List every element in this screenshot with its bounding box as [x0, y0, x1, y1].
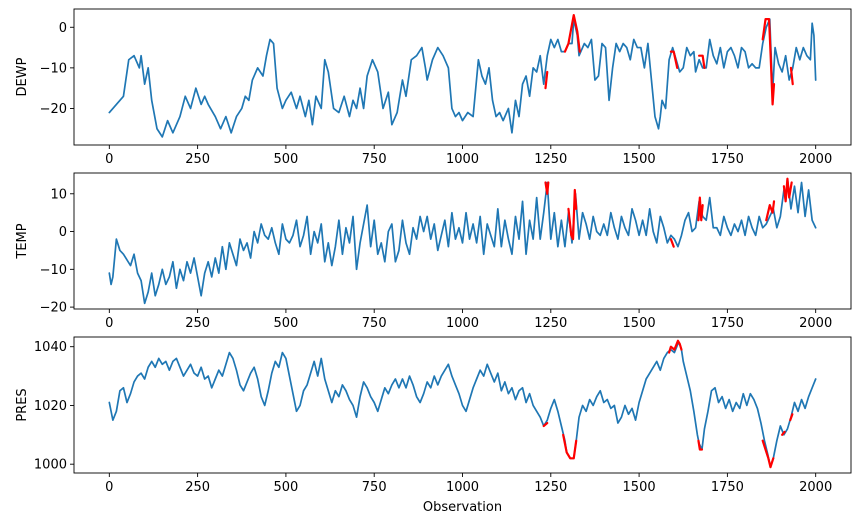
temp-x-tick-label: 1000	[446, 316, 479, 331]
dewp-x-tick-label: 1750	[711, 152, 744, 167]
temp-x-tick-label: 1750	[711, 316, 744, 331]
pres-x-tick-label: 1750	[711, 480, 744, 495]
dewp-y-axis-title: DEWP	[15, 57, 30, 96]
pres-x-tick-label: 0	[105, 480, 113, 495]
pres-y-tick-label: 1020	[34, 399, 67, 414]
temp-y-tick-label: −10	[40, 263, 67, 278]
pres-y-tick-label: 1000	[34, 458, 67, 473]
pres-anomaly-segment	[562, 433, 578, 460]
temp-anomaly-segment	[544, 181, 550, 195]
dewp-series-line	[108, 18, 817, 138]
dewp-x-tick-label: 500	[273, 152, 298, 167]
temp-x-tick-label: 0	[105, 316, 113, 331]
temp-y-axis-title: TEMP	[15, 223, 30, 259]
pres-anomaly-segment	[542, 421, 549, 428]
pres-anomaly-segment	[781, 430, 786, 436]
pres-panel: 0 250 500 750 1000 1250 1500 1750 2000 1000 1020 10…	[15, 336, 852, 515]
dewp-x-tick-label: 1000	[446, 152, 479, 167]
temp-x-tick-label: 250	[185, 316, 210, 331]
pres-x-tick-label: 750	[362, 480, 387, 495]
temp-anomaly-segment	[567, 188, 578, 241]
pres-x-axis-title: Observation	[423, 500, 502, 515]
dewp-anomaly-segment	[544, 70, 549, 90]
temp-x-tick-label: 500	[273, 316, 298, 331]
pres-x-tick-label: 2000	[799, 480, 832, 495]
dewp-y-tick-label: −20	[40, 102, 67, 117]
dewp-panel: 0 250 500 750 1000 1250 1500 1750 2000 −20 −10 0 DEW…	[15, 8, 852, 167]
temp-x-tick-label: 1500	[623, 316, 656, 331]
pres-y-axis-title: PRES	[15, 388, 30, 421]
temp-y-tick-label: −20	[40, 301, 67, 316]
dewp-x-tick-label: 0	[105, 152, 113, 167]
dewp-anomaly-segment	[698, 54, 706, 69]
pres-x-tick-label: 1250	[534, 480, 567, 495]
dewp-x-tick-label: 1250	[534, 152, 567, 167]
pres-x-tick-label: 1000	[446, 480, 479, 495]
pres-series-line	[108, 342, 817, 468]
dewp-x-tick-label: 2000	[799, 152, 832, 167]
temp-anomaly-segment	[765, 200, 776, 222]
dewp-x-tick-label: 1500	[623, 152, 656, 167]
dewp-anomaly-segment	[761, 18, 776, 106]
temp-series-line	[108, 177, 817, 305]
dewp-x-tick-label: 750	[362, 152, 387, 167]
dewp-y-tick-label: −10	[40, 61, 67, 76]
pres-y-tick-label: 1040	[34, 340, 67, 355]
temp-x-tick-label: 1250	[534, 316, 567, 331]
temp-x-tick-label: 750	[362, 316, 387, 331]
temp-anomaly-segment	[669, 238, 675, 248]
dewp-y-tick-label: 0	[59, 21, 67, 36]
temp-y-tick-label: 10	[50, 187, 67, 202]
dewp-anomaly-segment	[563, 13, 581, 53]
dewp-anomaly-segment	[789, 66, 794, 86]
temp-panel: 0 250 500 750 1000 1250 1500 1750 2000 −20 −10 0 10 T…	[15, 172, 852, 331]
pres-anomaly-segment	[761, 439, 775, 469]
pres-anomaly-segment	[668, 339, 683, 354]
pres-anomaly-segment	[789, 413, 794, 422]
temp-anomaly-segment	[782, 177, 793, 203]
dewp-anomaly-segment	[669, 50, 679, 69]
pres-x-tick-label: 500	[273, 480, 298, 495]
temp-x-tick-label: 2000	[799, 316, 832, 331]
dewp-x-tick-label: 250	[185, 152, 210, 167]
pres-anomaly-segment	[697, 439, 704, 451]
temp-anomaly-segment	[697, 196, 704, 222]
pres-x-tick-label: 1500	[623, 480, 656, 495]
temp-y-tick-label: 0	[59, 225, 67, 240]
dewp-axes-frame	[73, 8, 852, 146]
pres-x-tick-label: 250	[185, 480, 210, 495]
